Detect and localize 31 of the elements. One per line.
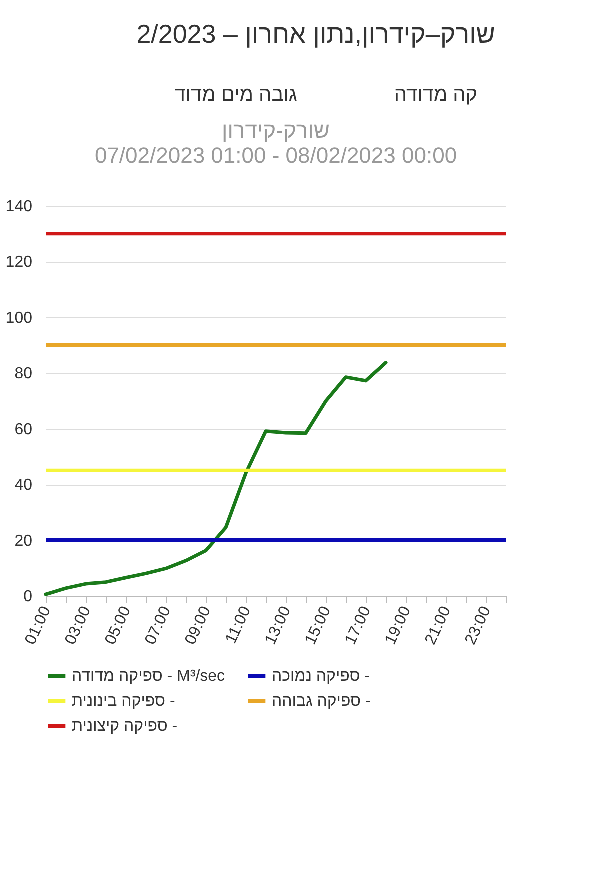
x-tick-label: 03:00 <box>62 604 95 648</box>
legend-label: ספיקה נמוכה - <box>272 668 370 685</box>
x-tick-label: 05:00 <box>102 604 135 648</box>
chart-subtitle: 07/02/2023 01:00 - 08/02/2023 00:00 <box>94 143 458 168</box>
legend-label: ספיקה מדודה - M³/sec <box>72 668 226 685</box>
x-tick-label: 07:00 <box>142 604 175 648</box>
x-tick-label: 09:00 <box>182 604 215 648</box>
x-tick-label: 19:00 <box>382 604 415 648</box>
text: שורק–קידרון,נתון אחרון – 2/2023 <box>136 19 496 49</box>
x-tick-label: 23:00 <box>462 604 495 648</box>
x-tick-label: 15:00 <box>302 604 335 648</box>
chart-title: שורק-קידרון <box>222 118 330 143</box>
x-tick-label: 01:00 <box>22 604 55 648</box>
y-tick-label: 0 <box>24 588 33 606</box>
legend-label: ספיקה קיצונית - <box>72 718 178 735</box>
x-tick-label: 17:00 <box>342 604 375 648</box>
x-tick-label: 11:00 <box>222 604 255 647</box>
y-tick-label: 80 <box>14 366 33 383</box>
x-tick-label: 21:00 <box>422 604 455 648</box>
y-tick-label: 140 <box>6 198 33 216</box>
legend-label: ספיקה גבוהה - <box>272 693 371 710</box>
y-tick-label: 20 <box>14 532 33 550</box>
y-tick-label: 60 <box>14 421 33 438</box>
text: גובה מים מדוד <box>174 84 298 106</box>
y-tick-label: 40 <box>14 477 33 494</box>
legend-label: ספיקה בינונית - <box>72 693 176 710</box>
text: קה מדודה <box>394 84 478 106</box>
x-tick-label: 13:00 <box>262 604 295 648</box>
line-series <box>44 361 388 596</box>
y-tick-label: 100 <box>6 310 33 327</box>
y-tick-label: 120 <box>6 254 33 272</box>
